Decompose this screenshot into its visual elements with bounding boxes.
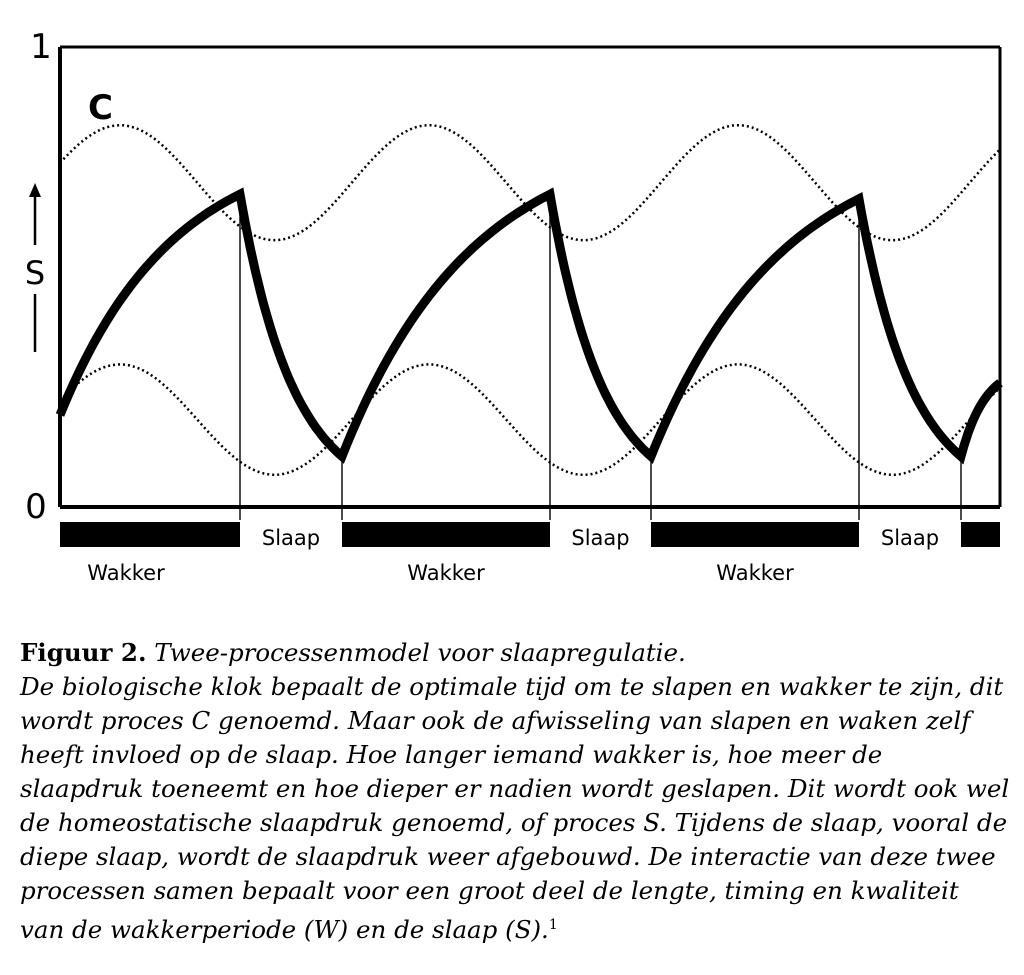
sleep-phase-label: Slaap [881, 526, 939, 550]
y-axis-arrow-head [29, 183, 41, 197]
wake-bar-segment [651, 522, 859, 547]
y-tick-label-0: 0 [25, 487, 47, 527]
caption-body: De biologische klok bepaalt de optimale … [20, 672, 1010, 945]
wake-phase-label: Wakker [407, 561, 485, 585]
sleep-phase-label: Slaap [571, 526, 629, 550]
curve-c-label: C [88, 88, 113, 128]
y-axis-label: S [25, 254, 45, 292]
caption-title: Twee-processenmodel voor slaapregulatie. [154, 638, 686, 667]
wake-bar-segment [342, 522, 550, 547]
caption-footnote: 1 [548, 917, 558, 933]
wake-bar-segment [961, 522, 1000, 547]
caption-number: Figuur 2. [20, 638, 147, 667]
two-process-model-chart: 1 0 C S Wakker Slaap Wakker Slaap Wakker Slaa… [25, 27, 1003, 585]
process-s-line [55, 187, 1003, 465]
sleep-phase-label: Slaap [262, 526, 320, 550]
wake-phase-label: Wakker [87, 561, 165, 585]
wake-phase-label: Wakker [716, 561, 794, 585]
process-c-lower-dotted-line [59, 363, 1001, 477]
process-c-upper-dotted-line [59, 123, 1001, 242]
y-tick-label-1: 1 [30, 27, 52, 67]
wake-bar-segment [60, 522, 240, 547]
figure-caption: Figuur 2. Twee-processenmodel voor slaap… [20, 636, 1010, 947]
